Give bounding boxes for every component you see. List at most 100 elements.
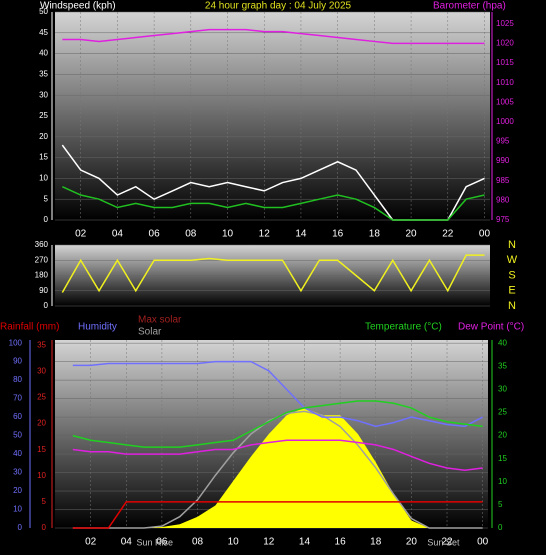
x-tick-label: 02: [75, 229, 87, 240]
legend-entry: Humidity: [78, 322, 117, 333]
y-tick-label: 10: [13, 505, 22, 514]
axis-title: Barometer (hpa): [433, 1, 506, 12]
x-tick-label: 02: [85, 537, 97, 548]
y-tick-label: 20: [13, 486, 22, 495]
legend-entry: Temperature (°C): [365, 322, 442, 333]
y-tick-label: 10: [39, 174, 48, 183]
y-tick-label: 80: [13, 375, 22, 384]
y-tick-label: 270: [35, 255, 49, 264]
y-tick-label: 1000: [496, 117, 514, 126]
y-tick-label: 1020: [496, 39, 514, 48]
x-tick-label: 06: [156, 537, 168, 548]
x-tick-label: 04: [112, 229, 124, 240]
y-tick-label: 60: [13, 412, 22, 421]
y-tick-label: 10: [498, 477, 507, 486]
y-tick-label: 5: [42, 497, 47, 506]
series-line: [62, 186, 485, 221]
y-tick-label: 25: [39, 111, 48, 120]
y-tick-label: 360: [35, 240, 49, 249]
y-tick-label: 15: [498, 454, 507, 463]
annotation: Sun Set: [427, 537, 460, 547]
series-line: [62, 28, 485, 45]
series-line: [72, 501, 483, 529]
solar-area: [72, 407, 483, 528]
legend-entry: Rainfall (mm): [0, 322, 59, 333]
y-tick-label: 45: [39, 28, 48, 37]
y-tick-label: 30: [39, 90, 48, 99]
y-tick-label: 995: [496, 137, 510, 146]
y-tick-label: 90: [39, 286, 48, 295]
y-tick-label: 980: [496, 195, 510, 204]
y-tick-label: 20: [498, 431, 507, 440]
y-tick-label: 0: [18, 523, 23, 532]
compass-label: W: [507, 254, 518, 266]
y-tick-label: 25: [498, 408, 507, 417]
y-tick-label: 40: [13, 449, 22, 458]
x-tick-label: 10: [228, 537, 240, 548]
y-tick-label: 35: [498, 361, 507, 370]
y-tick-label: 1015: [496, 58, 514, 67]
x-tick-label: 12: [263, 537, 275, 548]
y-tick-label: 985: [496, 176, 510, 185]
y-tick-label: 15: [37, 445, 46, 454]
x-tick-label: 18: [369, 229, 381, 240]
annotation: Sun Rise: [137, 537, 174, 547]
axis-title: Windspeed (kph): [40, 1, 116, 12]
y-tick-label: 5: [498, 500, 503, 509]
x-tick-label: 22: [442, 229, 454, 240]
x-tick-label: 04: [121, 537, 133, 548]
y-tick-label: 100: [9, 338, 23, 347]
x-tick-label: 14: [295, 229, 307, 240]
y-tick-label: 1010: [496, 78, 514, 87]
y-tick-label: 35: [37, 340, 46, 349]
y-tick-label: 15: [39, 153, 48, 162]
y-tick-label: 0: [44, 301, 49, 310]
series-line: [72, 439, 483, 472]
x-tick-label: 12: [259, 229, 271, 240]
y-tick-label: 25: [37, 393, 46, 402]
y-tick-label: 40: [39, 49, 48, 58]
x-tick-label: 20: [406, 537, 418, 548]
y-tick-label: 30: [498, 385, 507, 394]
series-line: [72, 400, 483, 448]
y-tick-label: 70: [13, 394, 22, 403]
x-tick-label: 14: [299, 537, 311, 548]
y-tick-label: 1005: [496, 97, 514, 106]
x-tick-label: 16: [332, 229, 344, 240]
legend-entry: Max solar: [138, 315, 182, 326]
x-tick-label: 18: [370, 537, 382, 548]
x-tick-label: 08: [185, 229, 197, 240]
y-tick-label: 20: [37, 419, 46, 428]
y-tick-label: 180: [35, 271, 49, 280]
y-tick-label: 35: [39, 70, 48, 79]
y-tick-label: 50: [39, 7, 48, 16]
y-tick-label: 30: [37, 366, 46, 375]
x-tick-label: 22: [441, 537, 453, 548]
compass-label: E: [508, 285, 515, 297]
chart-title: 24 hour graph day : 04 July 2025: [205, 1, 352, 12]
x-tick-label: 20: [406, 229, 418, 240]
y-tick-label: 1025: [496, 19, 514, 28]
x-tick-label: 00: [477, 537, 489, 548]
series-line: [72, 360, 483, 428]
y-tick-label: 40: [498, 338, 507, 347]
compass-label: N: [508, 300, 516, 312]
y-tick-label: 5: [44, 194, 49, 203]
y-tick-label: 50: [13, 431, 22, 440]
y-tick-label: 990: [496, 156, 510, 165]
y-tick-label: 10: [37, 471, 46, 480]
x-tick-label: 08: [192, 537, 204, 548]
y-tick-label: 30: [13, 468, 22, 477]
y-tick-label: 20: [39, 132, 48, 141]
y-tick-label: 90: [13, 357, 22, 366]
y-tick-label: 0: [44, 215, 49, 224]
legend-entry: Solar: [138, 327, 162, 338]
x-tick-label: 00: [479, 229, 491, 240]
series-line: [61, 254, 485, 293]
compass-label: S: [508, 269, 515, 281]
x-tick-label: 10: [222, 229, 234, 240]
legend-entry: Dew Point (°C): [458, 322, 524, 333]
y-tick-label: 975: [496, 215, 510, 224]
x-tick-label: 06: [149, 229, 161, 240]
